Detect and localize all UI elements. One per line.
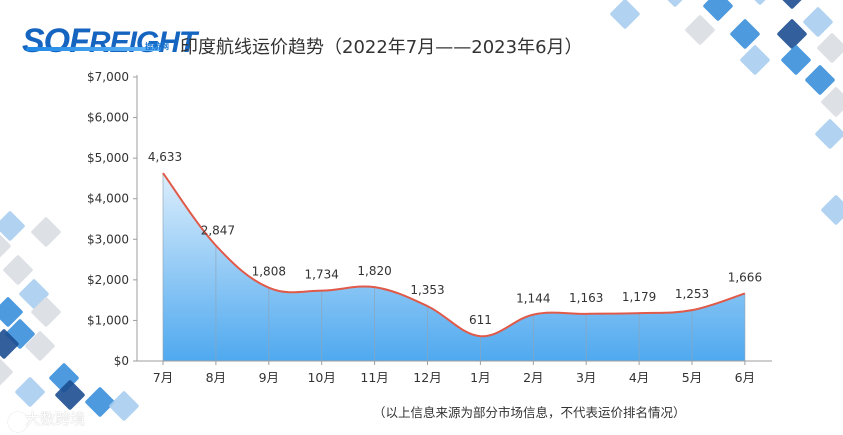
decorative-tile [0,211,25,241]
data-label: 1,808 [252,265,286,279]
decorative-tile [817,33,843,63]
decorative-tile [803,7,833,37]
decorative-tile [55,380,85,410]
decorative-tile [109,391,139,421]
logo-brand-rest: REIGHT [88,26,197,59]
decorative-tile [777,0,807,9]
decorative-tile [745,0,775,5]
decorative-tile [781,45,811,75]
x-tick-label: 4月 [629,370,649,385]
x-tick-label: 3月 [576,370,596,385]
decorative-tile [685,15,715,45]
decorative-tile [777,19,807,49]
watermark-icon [8,412,28,432]
decorative-tile [0,297,23,327]
data-label: 1,820 [357,264,391,278]
axes [136,75,772,362]
logo-swoosh [26,47,161,51]
decorative-tile [660,0,690,7]
data-label: 611 [469,313,492,327]
decorative-tiles [0,0,843,421]
decorative-tile [0,231,11,261]
decorative-tile [31,297,61,327]
chart-title: 印度航线运价趋势（2022年7月——2023年6月） [180,37,583,58]
decorative-tile [0,357,13,387]
data-label: 4,633 [148,150,182,164]
decorative-tile [730,19,760,49]
decorative-tile [85,387,115,417]
watermark-label: 大数跨境 [25,410,86,428]
y-tick-label: $7,000 [87,70,129,84]
decorative-tile [821,87,843,117]
y-tick-label: $1,000 [87,313,129,327]
chart: $0 $1,000 $2,000 $3,000 $4,000 $5,000 $6,000 $7… [87,70,772,385]
data-label: 2,847 [201,223,235,237]
decorative-tile [821,195,843,225]
area-fill [163,173,745,361]
y-tick-label: $4,000 [87,192,129,206]
data-label: 1,144 [516,292,550,306]
x-tick-label: 8月 [206,370,226,385]
x-tick-label: 5月 [682,370,702,385]
x-tick-label: 10月 [307,370,335,385]
logo-brand-big: SOF [22,22,90,60]
decorative-tile [815,119,843,149]
logo-subtitle: 搜航网 [145,42,169,51]
data-label: 1,353 [410,283,444,297]
x-tick-label: 11月 [360,370,388,385]
decorative-tile [610,0,640,29]
decorative-tile [805,65,835,95]
data-label: 1,734 [305,268,339,282]
brand-logo: SOFREIGHT [22,22,197,61]
y-tick-label: $6,000 [87,111,129,125]
data-labels: 4,633 2,847 1,808 1,734 1,820 1,353 611 1,144 1,… [148,150,762,327]
x-tick-label: 2月 [523,370,543,385]
source-note: （以上信息来源为部分市场信息，不代表运价排名情况） [373,405,686,420]
drop-lines [162,173,746,361]
x-tick-label: 1月 [470,370,490,385]
data-label: 1,163 [569,291,603,305]
decorative-tile [15,377,45,407]
decorative-tile [25,331,55,361]
watermark-text: 大数跨境 [6,408,85,429]
data-label: 1,253 [675,287,709,301]
x-tick-label: 12月 [413,370,441,385]
decorative-tile [703,0,733,21]
data-label: 1,179 [622,290,656,304]
y-tick-label: $3,000 [87,232,129,246]
x-tick-label: 9月 [259,370,279,385]
decorative-tile [31,217,61,247]
y-tick-label: $0 [114,354,129,368]
decorative-tile [3,255,33,285]
decorative-tile [740,45,770,75]
y-tick-label: $5,000 [87,151,129,165]
x-tick-label: 6月 [735,370,755,385]
y-tick-label: $2,000 [87,273,129,287]
y-axis-ticks: $0 $1,000 $2,000 $3,000 $4,000 $5,000 $6,000 $7… [87,70,137,368]
data-label: 1,666 [728,270,762,284]
x-tick-label: 7月 [153,370,173,385]
x-axis-ticks: 7月 8月 9月 10月 11月 12月 1月 2月 3月 4月 5月 6月 [153,361,755,385]
decorative-tile [0,329,19,359]
series-line [162,172,746,338]
